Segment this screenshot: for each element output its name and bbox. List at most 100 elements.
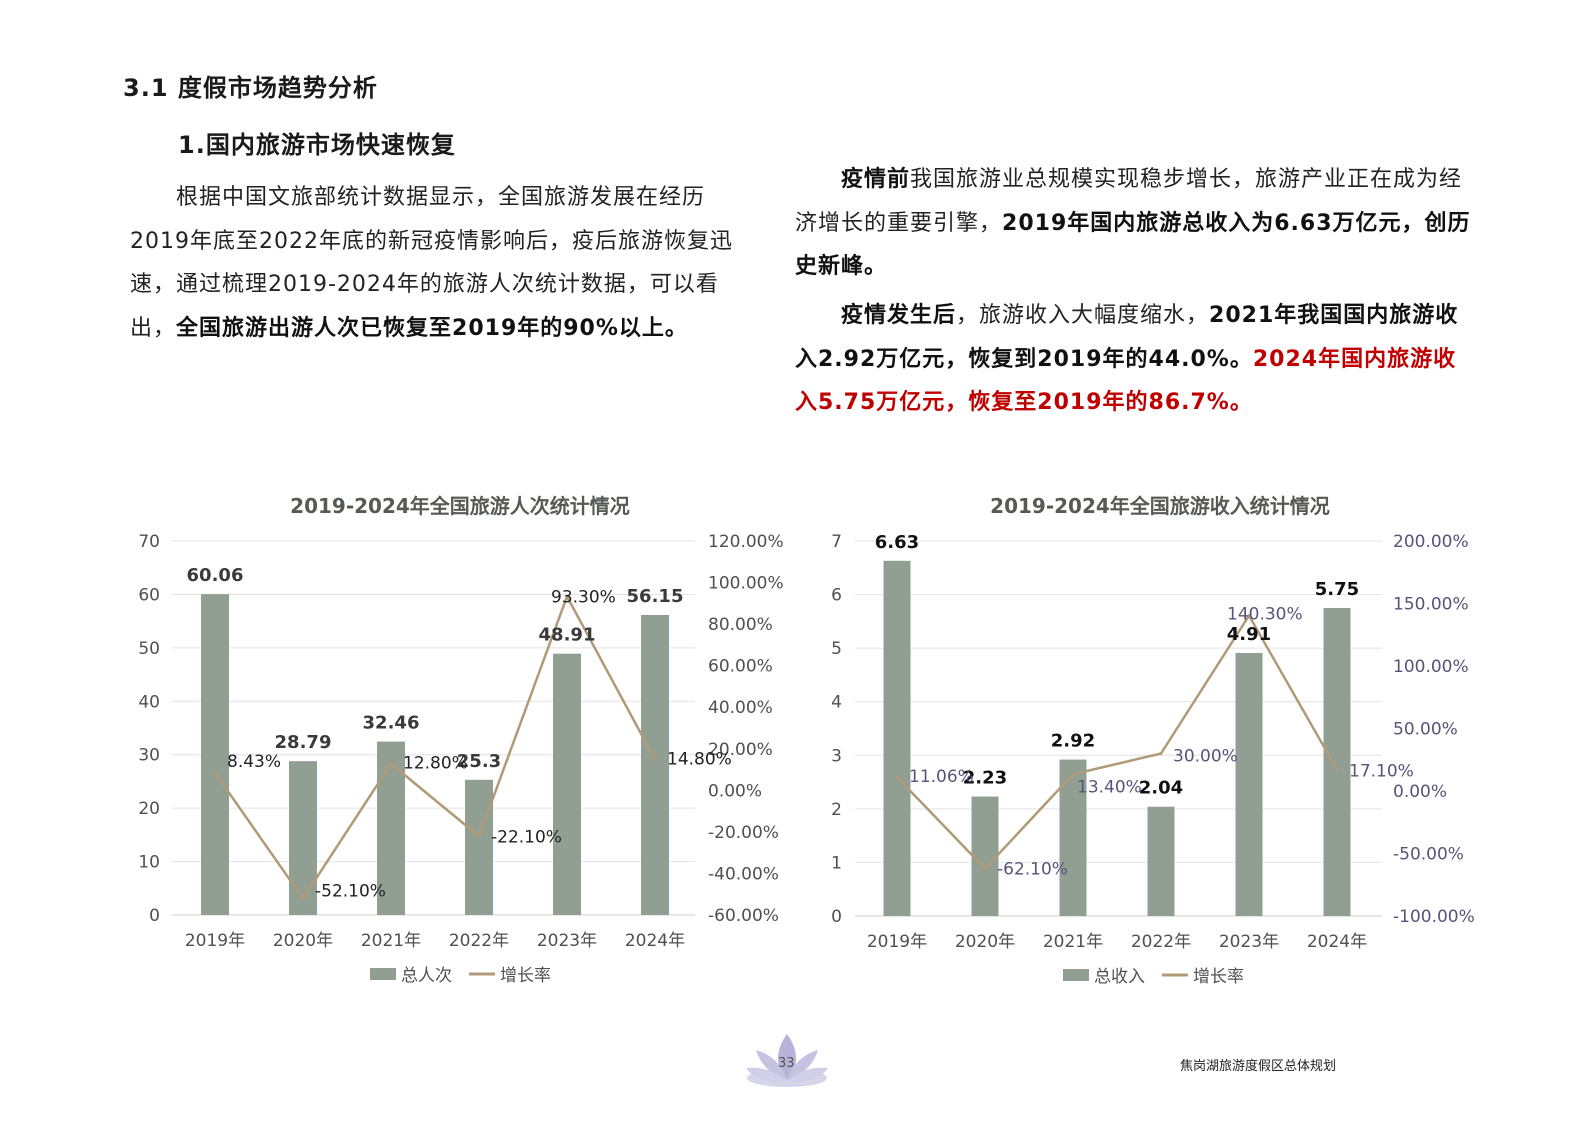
growth-rate-data-label: 12.80% xyxy=(403,754,468,774)
growth-rate-data-label: -52.10% xyxy=(315,882,386,902)
category-tick-label: 2021年 xyxy=(361,931,421,951)
growth-rate-point xyxy=(1335,768,1339,772)
category-tick-label: 2023年 xyxy=(1219,932,1279,952)
left-paragraph-highlight: 全国旅游出游人次已恢复至2019年的90%以上。 xyxy=(176,315,688,341)
growth-rate-point xyxy=(213,771,217,775)
growth-rate-line xyxy=(896,614,1339,870)
growth-rate-data-label: -22.10% xyxy=(491,827,562,847)
bar xyxy=(641,614,669,915)
right-axis-tick-label: 0.00% xyxy=(1393,782,1447,802)
chart-title: 2019-2024年全国旅游人次统计情况 xyxy=(290,494,630,518)
left-paragraph-text: 根据中国文旅部统计数据显示，全国旅游发展在经历2019年底至2022年底的新冠疫… xyxy=(130,185,733,341)
left-axis-tick-label: 40 xyxy=(138,692,160,712)
growth-rate-point xyxy=(983,867,987,871)
bar xyxy=(883,560,911,916)
right-axis-tick-label: -100.00% xyxy=(1393,907,1475,927)
right-paragraph-1-text: 我国旅游业总规模实现稳步增长，旅游产业正在成为经济增长的重要引擎， xyxy=(795,167,1463,236)
growth-rate-point xyxy=(653,758,657,762)
growth-rate-point xyxy=(301,897,305,901)
growth-rate-point xyxy=(389,762,393,766)
bar-data-label: 2.04 xyxy=(1139,778,1183,799)
growth-rate-point xyxy=(895,775,899,779)
growth-rate-point xyxy=(565,594,569,598)
legend-bar-swatch xyxy=(1063,969,1089,981)
left-axis-tick-label: 10 xyxy=(138,853,160,873)
left-axis-tick-label: 70 xyxy=(138,532,160,552)
right-axis-tick-label: -20.00% xyxy=(708,823,779,843)
bar xyxy=(1235,652,1263,916)
bar-data-label: 48.91 xyxy=(539,625,596,646)
bar xyxy=(465,779,493,915)
right-axis-tick-label: 80.00% xyxy=(708,615,773,635)
right-axis-tick-label: 40.00% xyxy=(708,698,773,718)
growth-rate-data-label: 17.10% xyxy=(1349,762,1414,782)
category-tick-label: 2020年 xyxy=(955,932,1015,952)
left-axis-tick-label: 60 xyxy=(138,585,160,605)
chart-title: 2019-2024年全国旅游收入统计情况 xyxy=(990,494,1330,518)
legend-line-label: 增长率 xyxy=(1193,967,1244,987)
right-paragraph-1-highlight: 2019年国内旅游总收入为6.63万亿元，创历史新峰。 xyxy=(795,210,1471,280)
pre-pandemic-label: 疫情前 xyxy=(841,167,911,192)
growth-rate-point xyxy=(1159,752,1163,755)
left-paragraph: 根据中国文旅部统计数据显示，全国旅游发展在经历2019年底至2022年底的新冠疫… xyxy=(130,176,755,350)
category-tick-label: 2020年 xyxy=(273,931,333,951)
bar-data-label: 2.92 xyxy=(1051,731,1095,752)
left-axis-tick-label: 0 xyxy=(831,907,842,927)
bar-data-label: 28.79 xyxy=(275,732,332,753)
right-axis-tick-label: 50.00% xyxy=(1393,720,1458,740)
right-axis-tick-label: -50.00% xyxy=(1393,845,1464,865)
right-axis-tick-label: 100.00% xyxy=(708,574,784,594)
left-axis-tick-label: 20 xyxy=(138,799,160,819)
bar-data-label: 6.63 xyxy=(875,532,919,553)
bar-data-label: 32.46 xyxy=(363,713,420,734)
bar xyxy=(1147,806,1175,916)
bar-data-label: 60.06 xyxy=(187,565,244,586)
bar-data-label: 5.75 xyxy=(1315,579,1359,600)
right-axis-tick-label: 60.00% xyxy=(708,657,773,677)
bar-data-label: 25.3 xyxy=(457,751,501,772)
growth-rate-line xyxy=(213,595,657,900)
bar xyxy=(289,761,317,915)
left-axis-tick-label: 2 xyxy=(831,800,842,820)
bar xyxy=(971,796,999,916)
left-axis-tick-label: 0 xyxy=(149,906,160,926)
bar xyxy=(201,594,229,915)
subsection-title: 1.国内旅游市场快速恢复 xyxy=(178,131,456,159)
left-axis-tick-label: 1 xyxy=(831,853,842,873)
category-tick-label: 2024年 xyxy=(625,931,685,951)
bar-data-label: 2.23 xyxy=(963,768,1007,789)
bar xyxy=(553,653,581,915)
category-tick-label: 2022年 xyxy=(449,931,509,951)
right-axis-tick-label: 20.00% xyxy=(708,740,773,760)
left-axis-tick-label: 6 xyxy=(831,586,842,606)
bar-data-label: 4.91 xyxy=(1227,624,1271,645)
legend-bar-swatch xyxy=(370,968,396,980)
growth-rate-data-label: 140.30% xyxy=(1227,605,1303,625)
lotus-logo-icon xyxy=(746,1034,828,1087)
left-axis-tick-label: 7 xyxy=(831,532,842,552)
right-axis-tick-label: 0.00% xyxy=(708,781,762,801)
legend-line-label: 增长率 xyxy=(500,966,551,986)
left-axis-tick-label: 5 xyxy=(831,639,842,659)
left-axis-tick-label: 50 xyxy=(138,639,160,659)
right-paragraph-1: 疫情前我国旅游业总规模实现稳步增长，旅游产业正在成为经济增长的重要引擎，2019… xyxy=(795,158,1475,289)
right-axis-tick-label: 150.00% xyxy=(1393,595,1469,615)
category-tick-label: 2022年 xyxy=(1131,932,1191,952)
right-axis-tick-label: 200.00% xyxy=(1393,532,1469,552)
growth-rate-point xyxy=(477,834,481,838)
right-paragraph-2: 疫情发生后，旅游收入大幅度缩水，2021年我国国内旅游收入2.92万亿元，恢复到… xyxy=(795,294,1475,425)
growth-rate-data-label: 14.80% xyxy=(667,750,732,770)
right-axis-tick-label: -60.00% xyxy=(708,906,779,926)
growth-rate-data-label: 8.43% xyxy=(227,752,281,772)
category-tick-label: 2019年 xyxy=(185,931,245,951)
category-tick-label: 2021年 xyxy=(1043,932,1103,952)
right-axis-tick-label: 100.00% xyxy=(1393,657,1469,677)
right-axis-tick-label: 120.00% xyxy=(708,532,784,552)
category-tick-label: 2023年 xyxy=(537,931,597,951)
growth-rate-data-label: 11.06% xyxy=(909,767,974,787)
growth-rate-data-label: 30.00% xyxy=(1173,747,1238,767)
document-title: 焦岗湖旅游度假区总体规划 xyxy=(1180,1059,1337,1074)
right-axis-tick-label: -40.00% xyxy=(708,864,779,884)
left-axis-tick-label: 3 xyxy=(831,746,842,766)
growth-rate-data-label: 13.40% xyxy=(1077,777,1142,797)
